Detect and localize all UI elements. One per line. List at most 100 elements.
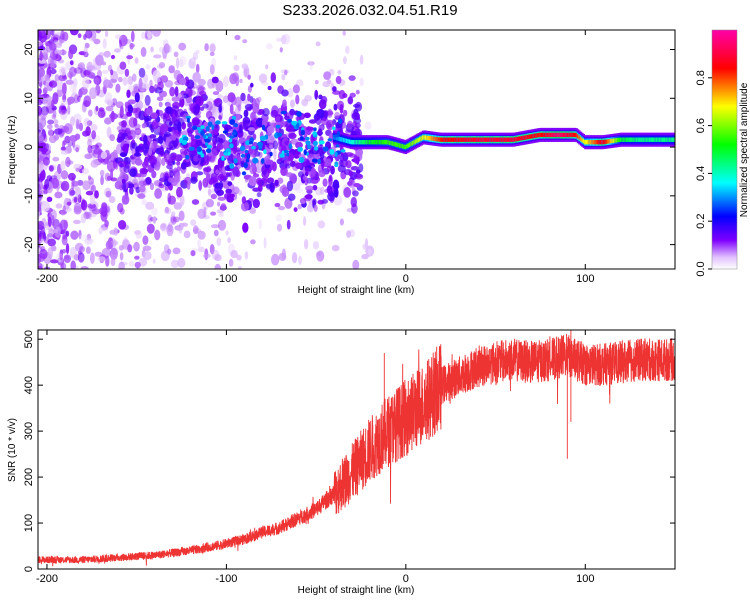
colorbar-tick-label: 0.2 xyxy=(695,214,707,229)
spectrogram-cell xyxy=(84,153,93,160)
spectrogram-cell xyxy=(87,175,92,180)
spectrogram-cell xyxy=(78,122,84,131)
ridge-cell xyxy=(337,136,340,141)
spectrogram-cell xyxy=(315,114,322,126)
spectrogram-cell xyxy=(71,136,76,148)
ridge-cell xyxy=(380,140,383,145)
spectrogram-cell xyxy=(129,186,134,195)
spectrogram-cell xyxy=(91,208,101,215)
spectrogram-cell xyxy=(240,92,246,102)
spectrogram-cell xyxy=(211,148,218,159)
spectrogram-cell xyxy=(218,115,223,120)
spectrogram-cell xyxy=(85,69,93,76)
spectrogram-cell xyxy=(144,94,151,106)
spectrogram-cell xyxy=(265,43,273,50)
spectrogram-cell xyxy=(58,105,66,110)
spectrogram-cell xyxy=(311,179,319,184)
spectrogram-cell xyxy=(257,184,263,193)
ridge-cell xyxy=(373,140,376,145)
ridge-cell xyxy=(543,132,547,138)
spectrogram-cell xyxy=(104,187,112,198)
spectrogram-cell xyxy=(109,78,117,84)
ridge-cell xyxy=(670,137,673,142)
y-tick-label: 20 xyxy=(23,43,35,55)
ridge-cell xyxy=(588,140,591,145)
ridge-cell xyxy=(398,143,402,148)
spectrogram-cell xyxy=(120,133,125,140)
spectrogram-cell xyxy=(179,55,187,66)
ridge-cell xyxy=(360,140,363,145)
spectrogram-cell xyxy=(364,238,369,250)
ridge-cell xyxy=(221,155,225,161)
spectrogram-cell xyxy=(164,80,174,88)
spectrogram-heatmap xyxy=(38,30,375,269)
spectrogram-cell xyxy=(210,224,220,229)
ridge-cell xyxy=(640,137,643,142)
ridge-cell xyxy=(592,140,596,145)
ridge-cell xyxy=(436,137,439,142)
spectrogram-cell xyxy=(158,183,165,189)
ridge-cell xyxy=(650,137,653,142)
ridge-cell xyxy=(634,137,637,142)
ridge-cell xyxy=(442,137,445,142)
spectrogram-cell xyxy=(65,156,71,168)
spectrogram-cell xyxy=(359,77,364,87)
ridge-cell xyxy=(365,140,369,145)
spectrogram-cell xyxy=(160,123,169,134)
ridge-cell xyxy=(232,132,237,136)
spectrogram-cell xyxy=(227,237,231,244)
ridge-cell xyxy=(621,137,624,142)
spectrogram-cell xyxy=(42,52,48,60)
ridge-cell xyxy=(204,138,211,143)
spectrogram-cell xyxy=(199,90,207,96)
spectrogram-cell xyxy=(47,216,52,228)
ridge-cell xyxy=(565,132,568,138)
spectrogram-cell xyxy=(153,54,162,59)
spectrogram-cell xyxy=(60,99,69,107)
spectrogram-cell xyxy=(38,105,43,117)
spectrogram-cell xyxy=(142,142,149,154)
ridge-cell xyxy=(358,140,362,145)
spectrogram-cell xyxy=(60,30,65,41)
ridge-cell xyxy=(350,139,353,145)
spectrogram-cell xyxy=(102,69,109,74)
ridge-cell xyxy=(240,154,246,158)
spectrogram-cell xyxy=(256,177,262,185)
spectrogram-cell xyxy=(339,153,344,163)
spectrogram-cell xyxy=(255,117,265,128)
spectrogram-cell xyxy=(161,223,166,229)
spectrogram-cell xyxy=(55,203,63,209)
spectrogram-cell xyxy=(80,199,88,211)
ridge-cell xyxy=(283,150,290,154)
spectrogram-cell xyxy=(38,192,41,204)
ridge-cell xyxy=(658,137,662,142)
spectrogram-cell xyxy=(62,140,67,146)
spectrogram-cell xyxy=(246,106,252,112)
spectrogram-cell xyxy=(54,128,63,135)
spectrogram-cell xyxy=(49,58,55,69)
spectrogram-cell xyxy=(149,79,153,87)
spectrogram-cell xyxy=(106,100,113,106)
ridge-cell xyxy=(200,130,205,136)
spectrogram-cell xyxy=(133,152,142,157)
ridge-cell xyxy=(335,135,339,141)
spectrogram-cell xyxy=(150,46,154,53)
spectrogram-cell xyxy=(109,134,115,142)
ridge-cell xyxy=(564,132,567,138)
spectrogram-cell xyxy=(122,143,129,153)
ridge-cell xyxy=(228,138,233,143)
ridge-cell xyxy=(348,139,352,144)
spectrogram-cell xyxy=(50,34,59,42)
spectrogram-cell xyxy=(296,79,304,87)
spectrogram-cell xyxy=(171,211,176,217)
spectrogram-cell xyxy=(123,164,130,173)
spectrogram-cell xyxy=(54,49,63,55)
spectrogram-cell xyxy=(86,120,93,126)
spectrogram-cell xyxy=(126,89,131,99)
spectrogram-cell xyxy=(307,61,315,66)
ridge-cell xyxy=(559,132,563,138)
ridge-cell xyxy=(595,140,598,145)
ridge-cell xyxy=(444,137,448,142)
spectrogram-cell xyxy=(220,165,226,176)
ridge-cell xyxy=(647,137,650,142)
